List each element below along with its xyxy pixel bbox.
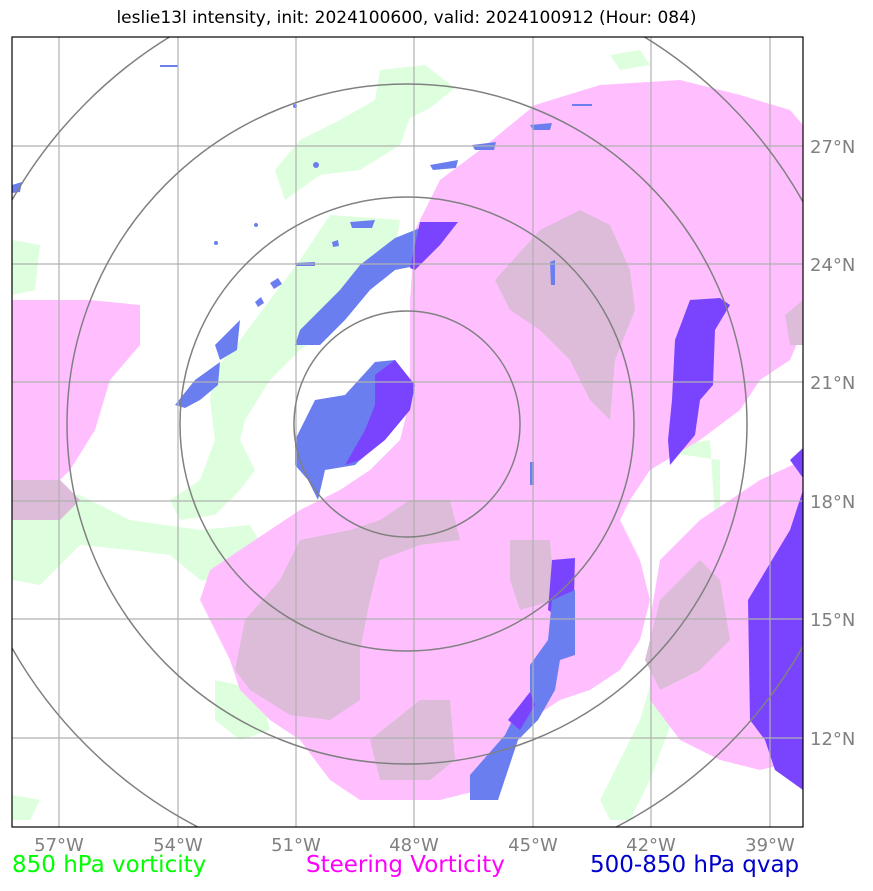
range-ring [179,196,635,652]
longitude-tick-label: 42°W [626,835,676,856]
latitude-tick-label: 18°N [810,492,855,513]
legend-850-vorticity: 850 hPa vorticity [12,852,207,878]
longitude-tick-label: 54°W [153,835,203,856]
latitude-tick-label: 27°N [810,137,855,158]
range-rings [12,37,803,827]
range-ring [66,83,748,765]
latitude-tick-label: 15°N [810,610,855,631]
latitude-labels: 27°N 24°N 21°N 18°N 15°N 12°N [810,137,855,750]
longitude-tick-label: 45°W [508,835,558,856]
longitude-tick-label: 51°W [271,835,321,856]
longitude-tick-label: 57°W [34,835,84,856]
legend-steering-vorticity: Steering Vorticity [306,852,505,878]
map-title: leslie13l intensity, init: 2024100600, v… [116,8,697,28]
latitude-tick-label: 21°N [810,373,855,394]
latitude-tick-label: 12°N [810,729,855,750]
plot-frame [11,36,804,828]
longitude-tick-label: 39°W [745,835,795,856]
range-ring [293,310,521,538]
longitude-tick-label: 48°W [389,835,439,856]
legend-qvap: 500-850 hPa qvap [590,852,800,878]
graticule [12,37,803,827]
latitude-tick-label: 24°N [810,255,855,276]
steering-vorticity-layer [12,80,803,800]
longitude-labels: 57°W 54°W 51°W 48°W 45°W 42°W 39°W [34,835,795,856]
